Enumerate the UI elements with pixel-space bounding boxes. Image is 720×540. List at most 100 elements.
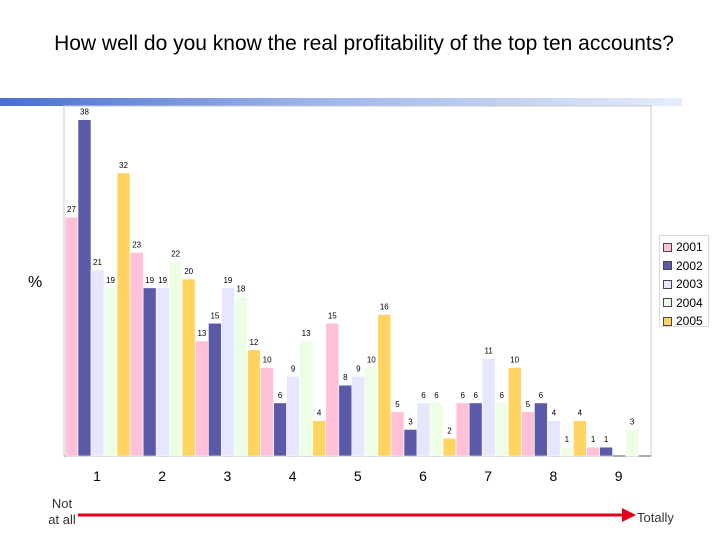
y-axis-label: % [28, 274, 43, 291]
x-tick-labels: 1 2 3 4 5 6 7 8 9 [93, 468, 623, 484]
legend-label-2002: 2002 [676, 258, 703, 273]
scale-left-label: Not at all [48, 496, 76, 527]
bar-2001-cat-2 [129, 252, 144, 457]
bar-2004-cat-7 [494, 402, 509, 457]
bar-2005-cat-3 [247, 349, 261, 457]
bar-2003-cat-7 [481, 358, 496, 457]
bar-2002-cat-7 [468, 402, 483, 457]
bar-2002-cat-3 [208, 322, 222, 457]
bar-2005-cat-5 [377, 314, 392, 457]
legend: 2001 2002 2003 2004 2005 [659, 235, 709, 329]
legend-label-2005: 2005 [676, 314, 703, 329]
bar-2002-cat-8 [534, 402, 548, 457]
legend-label-2001: 2001 [676, 240, 703, 255]
data-label-2002-cat-3: 15 [210, 311, 219, 320]
x-tick-label-1: 1 [93, 468, 101, 484]
bar-2002-cat-1 [77, 119, 92, 457]
data-label-2005-cat-3: 12 [249, 338, 258, 347]
data-label-2003-cat-4: 9 [291, 364, 296, 373]
x-tick-label-3: 3 [224, 468, 232, 484]
data-label-2003-cat-1: 21 [93, 258, 102, 267]
data-label-2001-cat-8: 5 [526, 400, 531, 409]
bar-2004-cat-5 [364, 367, 379, 457]
data-label-2005-cat-6: 2 [447, 426, 452, 435]
data-label-2001-cat-7: 6 [460, 391, 465, 400]
data-label-2004-cat-3: 18 [236, 285, 245, 294]
data-label-2003-cat-3: 19 [223, 276, 232, 285]
bar-2003-cat-6 [416, 402, 431, 457]
data-label-2005-cat-8: 4 [578, 409, 583, 418]
bar-2001-cat-6 [390, 411, 405, 457]
bar-2001-cat-3 [195, 340, 209, 457]
data-label-2004-cat-1: 19 [106, 276, 115, 285]
data-label-2002-cat-4: 6 [278, 391, 283, 400]
data-label-2004-cat-2: 22 [171, 249, 180, 258]
bar-2001-cat-4 [260, 367, 274, 457]
bar-2002-cat-9 [599, 446, 613, 457]
bar-2004-cat-9 [625, 429, 639, 457]
data-label-2002-cat-7: 6 [473, 391, 478, 400]
legend-swatch-2003 [663, 279, 672, 289]
legend-swatch-2005 [663, 316, 672, 326]
data-label-2001-cat-1: 27 [67, 205, 76, 214]
data-label-2005-cat-5: 16 [380, 302, 389, 311]
x-tick-label-2: 2 [158, 468, 166, 484]
data-label-2004-cat-5: 10 [367, 356, 376, 365]
bar-2002-cat-4 [273, 402, 287, 457]
data-label-2001-cat-3: 13 [197, 329, 206, 338]
legend-swatch-2004 [663, 298, 672, 308]
bar-2001-cat-8 [521, 411, 535, 457]
data-label-2004-cat-4: 13 [302, 329, 311, 338]
data-label-2002-cat-5: 8 [343, 373, 348, 382]
bar-2004-cat-8 [560, 446, 574, 457]
bar-2005-cat-4 [312, 420, 326, 457]
data-label-2003-cat-6: 6 [421, 391, 426, 400]
data-label-2004-cat-9: 3 [630, 417, 635, 426]
bar-2001-cat-7 [455, 402, 470, 457]
data-label-2003-cat-8: 4 [552, 409, 557, 418]
data-label-2002-cat-2: 19 [145, 276, 154, 285]
legend-item-2002: 2002 [663, 257, 708, 276]
data-label-2002-cat-6: 3 [408, 417, 413, 426]
bar-2004-cat-2 [168, 260, 183, 457]
bar-2004-cat-3 [234, 296, 248, 457]
data-label-2001-cat-9: 1 [591, 435, 596, 444]
bar-2005-cat-2 [181, 278, 196, 457]
bar-2003-cat-2 [155, 287, 170, 457]
bar-2001-cat-9 [586, 446, 600, 457]
bar-2003-cat-4 [286, 376, 300, 457]
x-tick-label-5: 5 [354, 468, 362, 484]
data-label-2005-cat-4: 4 [317, 409, 322, 418]
data-label-2005-cat-2: 20 [184, 267, 193, 276]
data-label-2004-cat-6: 6 [434, 391, 439, 400]
x-tick-label-8: 8 [550, 468, 558, 484]
legend-item-2004: 2004 [663, 294, 708, 313]
data-label-2005-cat-7: 10 [510, 356, 519, 365]
x-tick-label-7: 7 [484, 468, 492, 484]
x-tick-label-6: 6 [419, 468, 427, 484]
data-label-2002-cat-9: 1 [604, 435, 609, 444]
bar-2005-cat-8 [573, 420, 587, 457]
data-label-2003-cat-5: 9 [356, 364, 361, 373]
bar-2004-cat-1 [103, 287, 118, 457]
data-label-2005-cat-1: 32 [119, 161, 128, 170]
bar-2004-cat-4 [299, 340, 313, 457]
bar-2003-cat-5 [351, 376, 366, 457]
bar-2002-cat-5 [338, 384, 353, 457]
legend-label-2003: 2003 [676, 277, 703, 292]
legend-swatch-2002 [663, 261, 672, 271]
data-label-2002-cat-8: 6 [539, 391, 544, 400]
legend-swatch-2001 [663, 242, 672, 252]
bar-2002-cat-6 [403, 429, 418, 457]
data-label-2004-cat-7: 6 [499, 391, 504, 400]
data-label-2001-cat-5: 15 [328, 311, 337, 320]
legend-label-2004: 2004 [676, 295, 703, 310]
legend-item-2003: 2003 [663, 275, 708, 294]
bar-2001-cat-1 [64, 216, 79, 457]
data-label-2001-cat-2: 23 [132, 240, 141, 249]
data-label-2001-cat-6: 5 [395, 400, 400, 409]
bar-2003-cat-3 [221, 287, 235, 457]
title-divider-bar [0, 98, 682, 106]
